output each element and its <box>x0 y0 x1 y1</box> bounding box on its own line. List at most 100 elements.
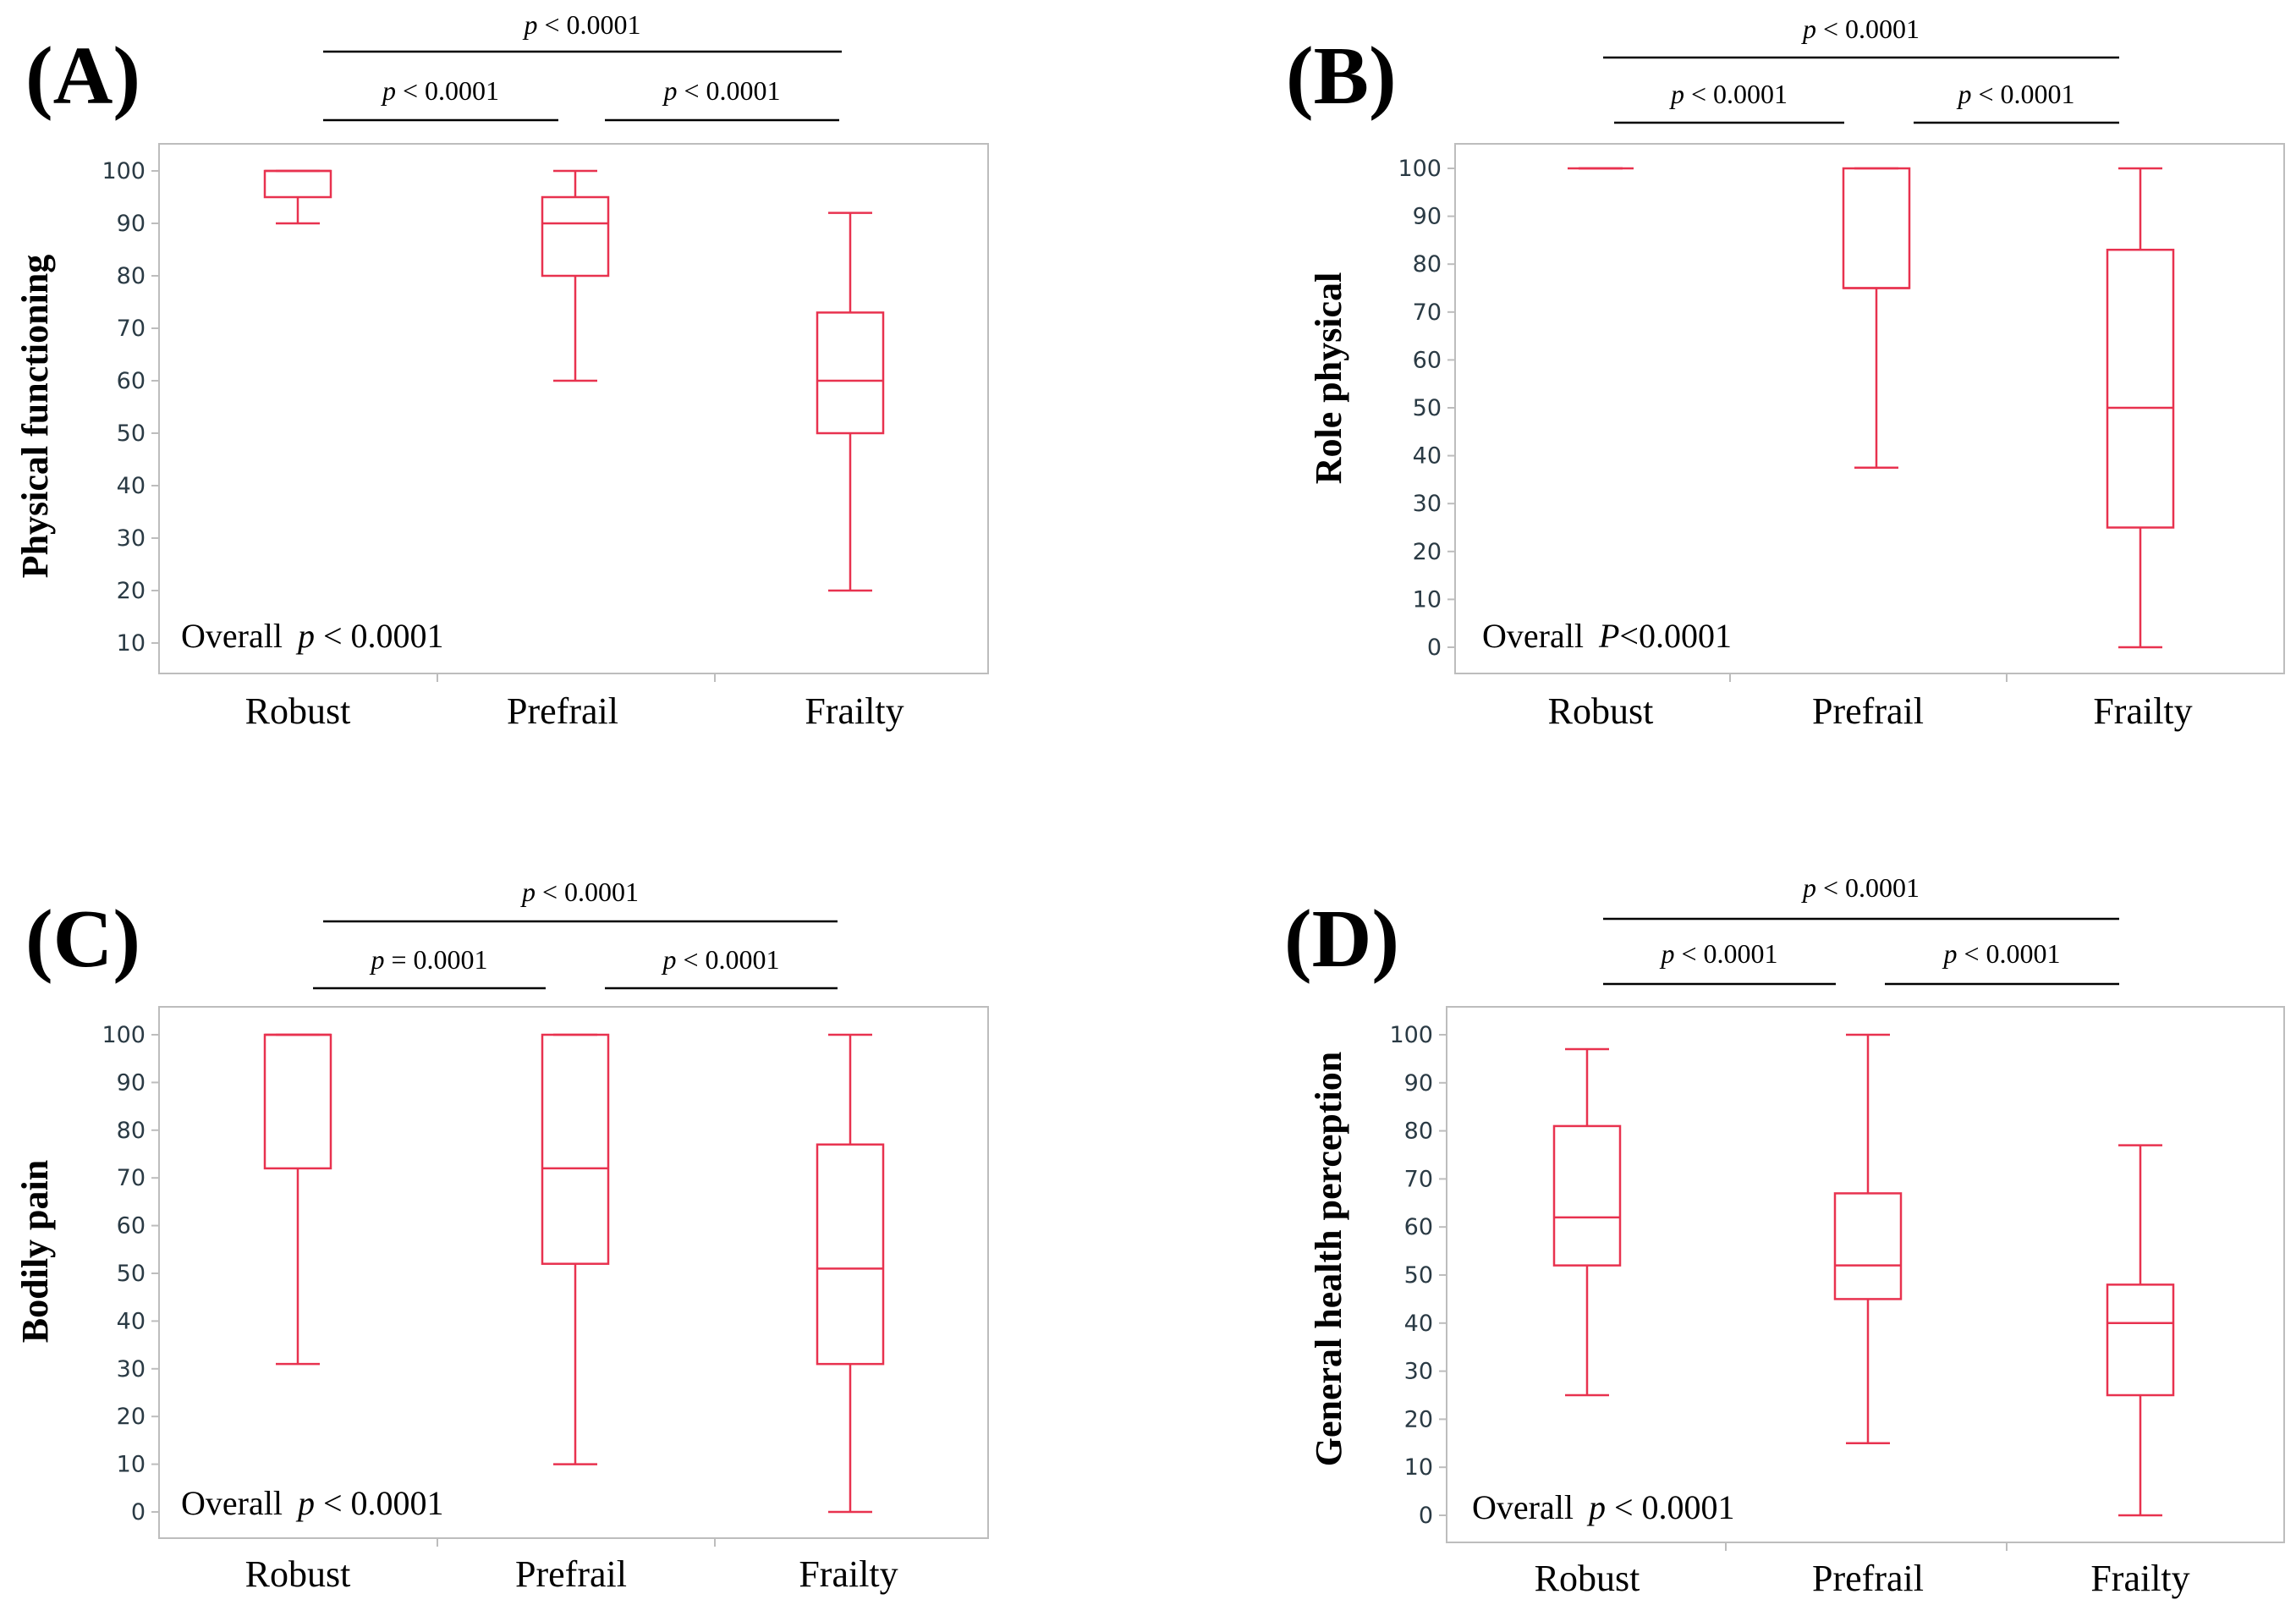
y-tick-label: 100 <box>102 1022 146 1048</box>
comparison-p-text: p < 0.0001 <box>1801 14 1920 44</box>
overall-p-value: < 0.0001 <box>315 617 444 655</box>
y-tick-label: 40 <box>1413 443 1442 470</box>
box-frailty <box>816 212 885 592</box>
y-tick-label: 80 <box>117 1118 146 1144</box>
comparison-p-value: < 0.0001 <box>1957 938 2060 969</box>
y-tick-label: 50 <box>117 1261 146 1287</box>
y-tick-label: 0 <box>1419 1503 1433 1529</box>
y-tick-label: 40 <box>117 473 146 499</box>
x-category-label: Robust <box>1535 1558 1640 1599</box>
y-tick-label: 100 <box>1398 156 1442 182</box>
y-tick-label: 90 <box>1413 204 1442 230</box>
y-tick-label: 50 <box>117 420 146 447</box>
comparison-robust-frailty: p < 0.0001 <box>1603 14 2119 59</box>
comparison-p-text: p < 0.0001 <box>662 75 780 106</box>
plot-frame <box>158 1006 989 1539</box>
comparison-p-text: p < 0.0001 <box>381 75 499 106</box>
comparison-p-text: p < 0.0001 <box>522 9 640 40</box>
iqr-box <box>1833 1192 1903 1300</box>
x-category-label: Robust <box>245 690 351 732</box>
x-category-label: Prefrail <box>1812 1558 1924 1599</box>
x-category-label: Frailty <box>2090 1558 2189 1599</box>
comparison-p-symbol: p <box>369 944 384 975</box>
overall-prefix: Overall <box>181 1484 283 1522</box>
y-tick-label: 20 <box>117 1404 146 1430</box>
panel-label: (A) <box>25 30 140 122</box>
box-prefrail <box>1842 167 1911 469</box>
overall-p-text: Overall P<0.0001 <box>1482 617 1732 655</box>
comparison-prefrail-frailty: p < 0.0001 <box>1885 938 2119 986</box>
y-tick-label: 20 <box>1413 539 1442 565</box>
y-tick-label: 40 <box>117 1308 146 1334</box>
y-axis-label: Physical functioning <box>14 255 56 579</box>
box-prefrail <box>1833 1033 1903 1445</box>
y-tick-label: 60 <box>117 1213 146 1239</box>
y-tick-label: 70 <box>1404 1166 1433 1192</box>
comparison-p-value: < 0.0001 <box>1674 938 1777 969</box>
iqr-box <box>1842 167 1911 289</box>
comparison-p-text: p < 0.0001 <box>1801 872 1920 903</box>
iqr-box <box>816 311 885 435</box>
comparison-p-symbol: p <box>1801 872 1816 903</box>
comparison-prefrail-frailty: p < 0.0001 <box>1914 79 2119 124</box>
y-tick-label: 30 <box>117 1356 146 1382</box>
comparison-p-symbol: p <box>520 877 536 907</box>
overall-prefix: Overall <box>181 617 283 655</box>
comparison-prefrail-frailty: p < 0.0001 <box>605 75 839 122</box>
y-tick-label: 0 <box>131 1499 146 1525</box>
box-robust <box>263 169 332 225</box>
comparison-robust-prefrail: p < 0.0001 <box>323 75 558 122</box>
iqr-box <box>541 195 610 278</box>
comparison-p-symbol: p <box>1659 938 1674 969</box>
x-category-label: Prefrail <box>507 690 618 732</box>
y-tick-label: 20 <box>117 578 146 604</box>
box-robust <box>1552 1047 1622 1397</box>
box-robust <box>263 1033 332 1366</box>
y-tick-label: 30 <box>117 525 146 552</box>
y-tick-label: 10 <box>117 630 146 657</box>
y-axis-label: Role physical <box>1308 272 1349 485</box>
comparison-p-text: p < 0.0001 <box>1942 938 2060 969</box>
comparison-p-symbol: p <box>1801 14 1816 44</box>
y-tick-label: 30 <box>1413 491 1442 517</box>
panel-a: 10 20 30 40 50 60 70 80 90 100 Robust Prefrail Frail… <box>14 9 989 732</box>
comparison-robust-prefrail: p < 0.0001 <box>1603 938 1836 986</box>
iqr-box <box>2106 1283 2175 1397</box>
comparison-p-text: p < 0.0001 <box>1956 79 2074 109</box>
x-category-label: Prefrail <box>1812 690 1924 732</box>
y-tick-label: 10 <box>1404 1454 1433 1481</box>
panel-label: (B) <box>1286 30 1397 122</box>
overall-p-value: <0.0001 <box>1619 617 1732 655</box>
plot-frame <box>1446 1006 2285 1543</box>
y-axis-label: General health perception <box>1308 1052 1349 1466</box>
panel-d: 0 10 20 30 40 50 60 70 80 90 100 Robust Prefrail Frai… <box>1284 872 2285 1599</box>
overall-p-value: < 0.0001 <box>315 1484 444 1522</box>
x-category-label: Frailty <box>799 1553 898 1595</box>
y-tick-label: 70 <box>1413 300 1442 326</box>
y-axis-label: Bodily pain <box>14 1160 56 1343</box>
comparison-robust-prefrail: p < 0.0001 <box>1614 79 1844 124</box>
y-tick-label: 100 <box>102 158 146 184</box>
panel-label: (C) <box>25 893 140 985</box>
x-category-label: Frailty <box>805 690 904 732</box>
overall-p-text: Overall p < 0.0001 <box>181 1484 444 1522</box>
overall-p-symbol: P <box>1598 617 1619 655</box>
comparison-p-text: p < 0.0001 <box>1669 79 1788 109</box>
y-tick-label: 90 <box>117 211 146 237</box>
comparison-p-value: = 0.0001 <box>384 944 487 975</box>
y-tick-label: 80 <box>117 263 146 289</box>
y-tick-label: 70 <box>117 1165 146 1191</box>
iqr-box <box>1552 1124 1622 1267</box>
y-tick-label: 90 <box>117 1069 146 1096</box>
overall-p-value: < 0.0001 <box>1606 1488 1735 1526</box>
comparison-p-symbol: p <box>1669 79 1684 109</box>
box-frailty <box>2106 167 2175 649</box>
y-tick-label: 80 <box>1413 251 1442 278</box>
iqr-box <box>816 1143 885 1366</box>
comparison-robust-prefrail: p = 0.0001 <box>313 944 546 990</box>
box-prefrail <box>541 169 610 382</box>
comparison-prefrail-frailty: p < 0.0001 <box>605 944 838 990</box>
y-tick-label: 60 <box>117 368 146 394</box>
comparison-p-text: p < 0.0001 <box>520 877 639 907</box>
